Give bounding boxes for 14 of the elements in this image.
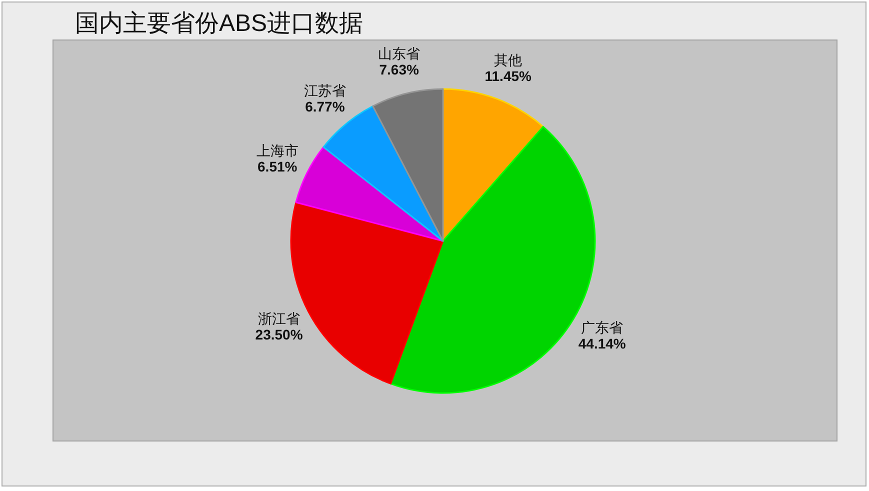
- slice-label: 上海市: [256, 142, 298, 159]
- pie-slice: [372, 88, 444, 242]
- slice-label: 其他: [494, 52, 522, 68]
- data-label: 23.50%: [255, 326, 304, 343]
- slice-label: 浙江省: [258, 310, 300, 327]
- data-label: 6.77%: [305, 98, 346, 115]
- data-label: 6.51%: [258, 158, 298, 175]
- data-label: 44.14%: [578, 335, 626, 352]
- data-label: 11.45%: [484, 68, 532, 84]
- slice-label: 广东省: [581, 319, 624, 336]
- data-label: 7.63%: [379, 61, 420, 78]
- slice-label: 山东省: [378, 45, 420, 62]
- chart-title: 国内主要省份ABS进口数据: [75, 10, 364, 37]
- slice-label: 江苏省: [304, 82, 346, 99]
